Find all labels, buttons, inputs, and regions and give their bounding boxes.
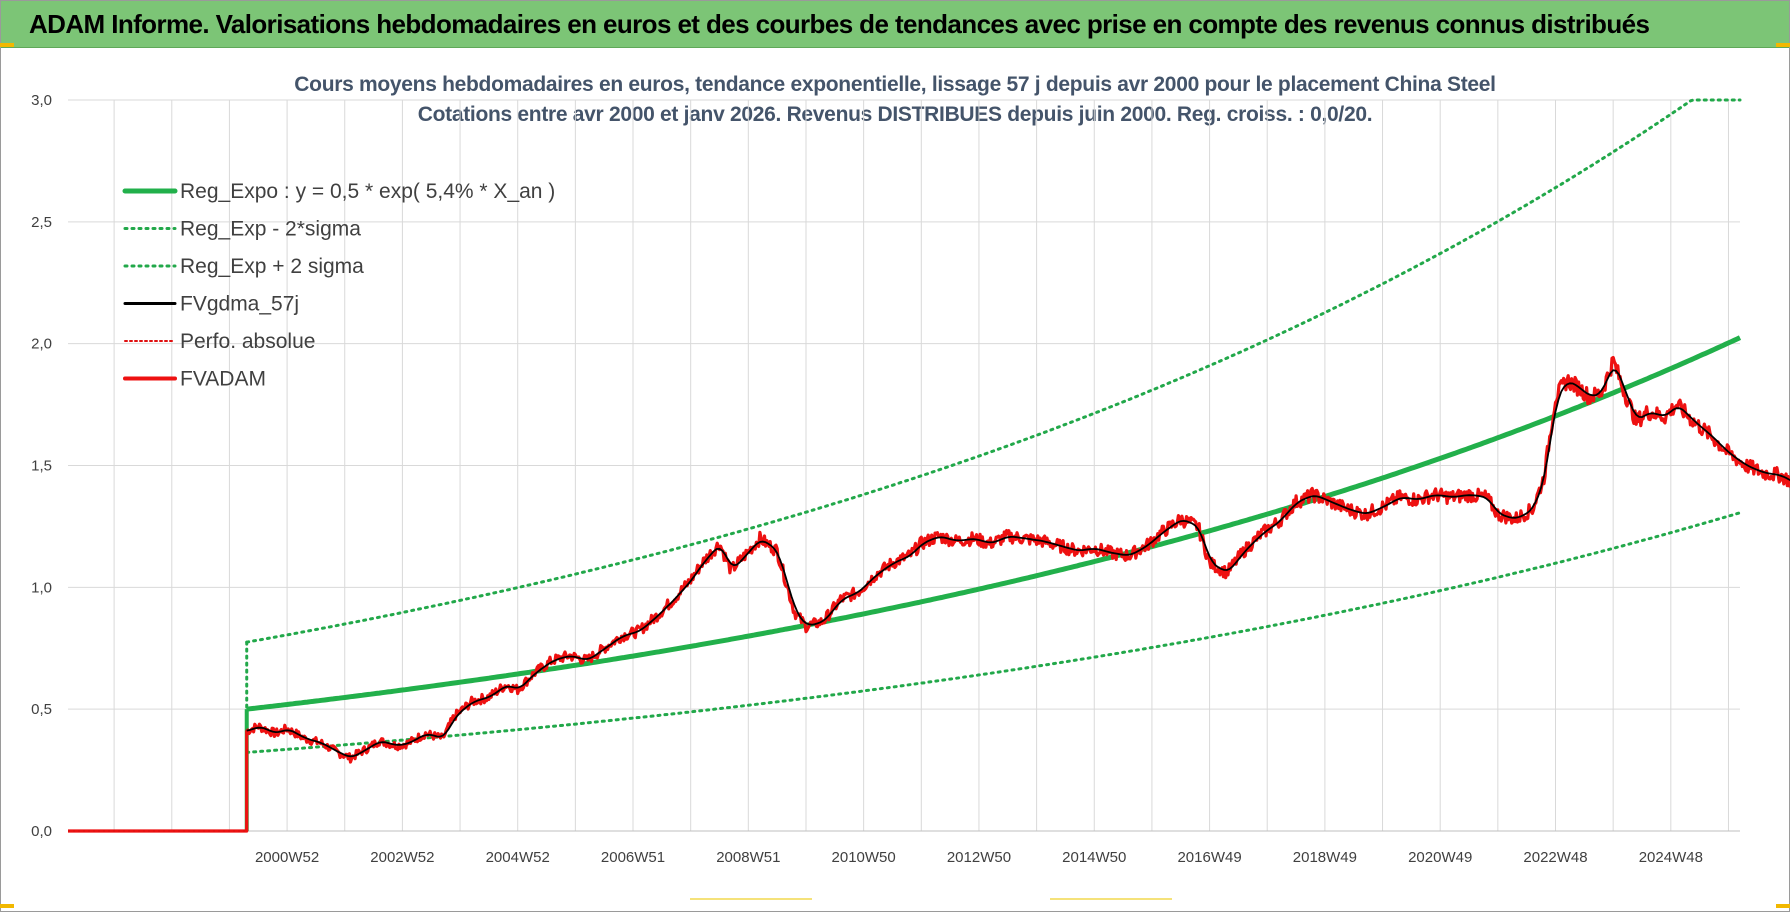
corner-mark-right [1776, 43, 1790, 47]
axis-labels: 0,0 0,5 1,0 1,5 2,0 2,5 3,0 2000W52 2002W52 2004W… [31, 92, 1703, 866]
legend: Reg_Expo : y = 0,5 * exp( 5,4% * X_an ) R… [122, 180, 555, 391]
x-tick-label: 2018W49 [1293, 849, 1357, 866]
x-tick-label: 2012W50 [947, 849, 1011, 866]
series-group [68, 98, 1790, 833]
x-tick-label: 2024W48 [1639, 849, 1703, 866]
y-tick-label: 2,0 [31, 336, 52, 353]
bottom-marker-2 [1050, 898, 1172, 900]
x-tick-label: 2004W52 [486, 849, 550, 866]
legend-label-gdma: FVgdma_57j [180, 293, 299, 316]
y-tick-label: 1,0 [31, 579, 52, 596]
corner-mark-left [0, 43, 14, 47]
bottom-marker-1 [690, 898, 812, 900]
chart-title-line2: Cotations entre avr 2000 et janv 2026. R… [417, 103, 1373, 126]
reg-plus-2sigma-line [245, 98, 1742, 644]
reg-expo-line [246, 335, 1742, 712]
x-tick-label: 2008W51 [716, 849, 780, 866]
corner-mark-bottom-right [1776, 904, 1790, 908]
legend-label-low: Reg_Exp - 2*sigma [180, 218, 361, 241]
grid-lines [68, 99, 1740, 832]
y-tick-label: 3,0 [31, 92, 52, 109]
y-tick-label: 0,0 [31, 823, 52, 840]
banner-title: ADAM Informe. Valorisations hebdomadaire… [29, 9, 1650, 39]
y-tick-label: 2,5 [31, 214, 52, 231]
x-tick-label: 2016W49 [1177, 849, 1241, 866]
chart-title: Cours moyens hebdomadaires en euros, ten… [0, 70, 1790, 130]
x-tick-label: 2000W52 [255, 849, 319, 866]
fvgdma-57j-line [246, 369, 1790, 758]
legend-label-reg: Reg_Expo : y = 0,5 * exp( 5,4% * X_an ) [180, 180, 555, 203]
chart-title-line1: Cours moyens hebdomadaires en euros, ten… [294, 73, 1496, 96]
x-tick-label: 2022W48 [1523, 849, 1587, 866]
legend-label-high: Reg_Exp + 2 sigma [180, 255, 364, 278]
x-tick-label: 2006W51 [601, 849, 665, 866]
fvadam-line [68, 355, 1790, 833]
x-tick-label: 2014W50 [1062, 849, 1126, 866]
reg-minus-2sigma-line [245, 511, 1742, 754]
corner-mark-bottom-left [0, 904, 14, 908]
legend-label-fvadam: FVADAM [180, 368, 266, 391]
y-tick-label: 1,5 [31, 458, 52, 475]
x-tick-label: 2002W52 [370, 849, 434, 866]
x-tick-label: 2010W50 [832, 849, 896, 866]
legend-label-perfo: Perfo. absolue [180, 330, 315, 353]
x-tick-label: 2020W49 [1408, 849, 1472, 866]
report-banner: ADAM Informe. Valorisations hebdomadaire… [1, 1, 1789, 48]
y-tick-label: 0,5 [31, 701, 52, 718]
